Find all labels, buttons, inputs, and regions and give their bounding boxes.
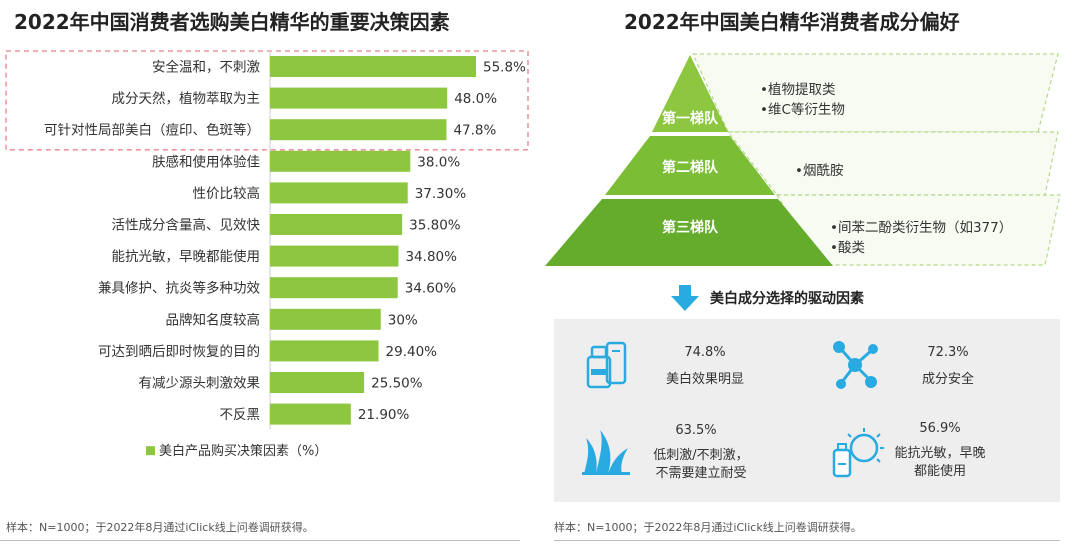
tier-1-item: •维C等衍生物	[760, 102, 845, 118]
drivers-box	[554, 319, 1060, 502]
category-label: 成分天然，植物萃取为主	[112, 90, 261, 107]
category-label: 不反黑	[220, 407, 261, 423]
driver-4-percent: 56.9%	[919, 421, 961, 436]
panel-title: 2022年中国美白精华消费者成分偏好	[624, 10, 960, 34]
legend-label: 美白产品购买决策因素（%）	[159, 443, 327, 459]
tier-band-3	[775, 194, 1061, 266]
decision-factors-chart: 2022年中国消费者选购美白精华的重要决策因素 安全温和，不刺激 55.8% 成分天…	[0, 10, 529, 541]
category-label: 有减少源头刺激效果	[139, 376, 261, 392]
category-label: 兼具修护、抗炎等多种功效	[98, 280, 260, 297]
tier-2-label: 第二梯队	[662, 159, 719, 176]
data-label: 48.0%	[454, 91, 497, 107]
down-arrow-icon	[671, 285, 699, 311]
bar	[270, 372, 365, 393]
category-label: 品牌知名度较高	[166, 311, 261, 328]
data-label: 34.80%	[405, 249, 457, 265]
data-label: 35.80%	[409, 218, 461, 234]
bottom-divider-right	[554, 540, 1060, 541]
tier-1-item: •植物提取类	[760, 82, 836, 98]
category-label: 性价比较高	[193, 185, 261, 202]
tier-2-item: •烟酰胺	[795, 163, 844, 179]
bar	[270, 340, 379, 362]
bar	[270, 87, 448, 109]
driver-4-label: 能抗光敏，早晚 都能使用	[894, 446, 986, 479]
sample-note-left: 样本：N=1000；于2022年8月通过iClick线上问卷调研获得。	[6, 521, 314, 534]
category-label: 能抗光敏，早晚都能使用	[112, 248, 261, 265]
bar	[270, 182, 408, 204]
data-label: 37.30%	[415, 186, 467, 202]
bar	[270, 245, 399, 267]
tier-1-label: 第一梯队	[662, 110, 719, 127]
bar	[270, 119, 447, 141]
bottom-divider-left	[0, 540, 520, 541]
tier-3-item: •间苯二酚类衍生物（如377）	[830, 220, 1013, 236]
tier-band-1	[692, 53, 1059, 133]
drivers-title: 美白成分选择的驱动因素	[710, 291, 864, 307]
data-label: 30%	[388, 312, 418, 328]
driver-1-label: 美白效果明显	[665, 372, 744, 387]
category-label: 可达到晒后即时恢复的目的	[98, 343, 260, 360]
data-label: 38.0%	[417, 154, 460, 170]
bar	[270, 277, 398, 299]
serum-bottle-icon	[586, 341, 627, 389]
tier-3-label: 第三梯队	[662, 219, 719, 236]
pyramid-tier-1	[652, 55, 728, 132]
data-label: 47.8%	[453, 123, 496, 139]
chart-title: 2022年中国消费者选购美白精华的重要决策因素	[14, 10, 450, 34]
driver-2-label: 成分安全	[921, 372, 974, 387]
driver-2-percent: 72.3%	[927, 345, 969, 360]
data-label: 25.50%	[371, 376, 423, 392]
bar	[270, 150, 411, 172]
data-label: 21.90%	[358, 407, 410, 423]
category-label: 肤感和使用体验佳	[152, 153, 260, 170]
category-label: 可针对性局部美白（痘印、色斑等）	[44, 122, 260, 139]
highlight-box	[5, 50, 529, 151]
sample-note-right: 样本：N=1000；于2022年8月通过iClick线上问卷调研获得。	[554, 521, 862, 534]
driver-1-percent: 74.8%	[684, 345, 726, 360]
molecule-icon	[833, 341, 878, 389]
bar	[270, 403, 351, 425]
legend-swatch	[146, 446, 155, 456]
ingredient-preference-panel: 2022年中国美白精华消费者成分偏好 第一梯队 第二梯队 第三梯队 •植物提取类…	[540, 0, 1080, 549]
tier-3-item: •酸类	[830, 240, 865, 256]
pyramid-tier-2	[605, 136, 775, 195]
sun-bottle-icon	[832, 428, 884, 478]
driver-3-percent: 63.5%	[675, 423, 717, 438]
data-label: 34.60%	[405, 281, 457, 297]
bar-chart-svg: 安全温和，不刺激 55.8% 成分天然，植物萃取为主 48.0% 可针对性局部美白（痘印…	[5, 50, 529, 459]
driver-3-label: 低刺激/不刺激， 不需要建立耐受	[653, 448, 749, 481]
data-label: 55.8%	[483, 60, 526, 76]
category-label: 活性成分含量高、见效快	[112, 217, 261, 234]
bar	[270, 214, 403, 235]
bar	[270, 56, 476, 77]
grass-icon	[582, 430, 630, 475]
data-label: 29.40%	[386, 344, 438, 360]
bar	[270, 308, 381, 330]
pyramid-diagram: 第一梯队 第二梯队 第三梯队	[545, 53, 1061, 266]
tier-band-2	[726, 131, 1059, 196]
pyramid-tier-3	[545, 199, 833, 266]
category-label: 安全温和，不刺激	[152, 59, 260, 76]
